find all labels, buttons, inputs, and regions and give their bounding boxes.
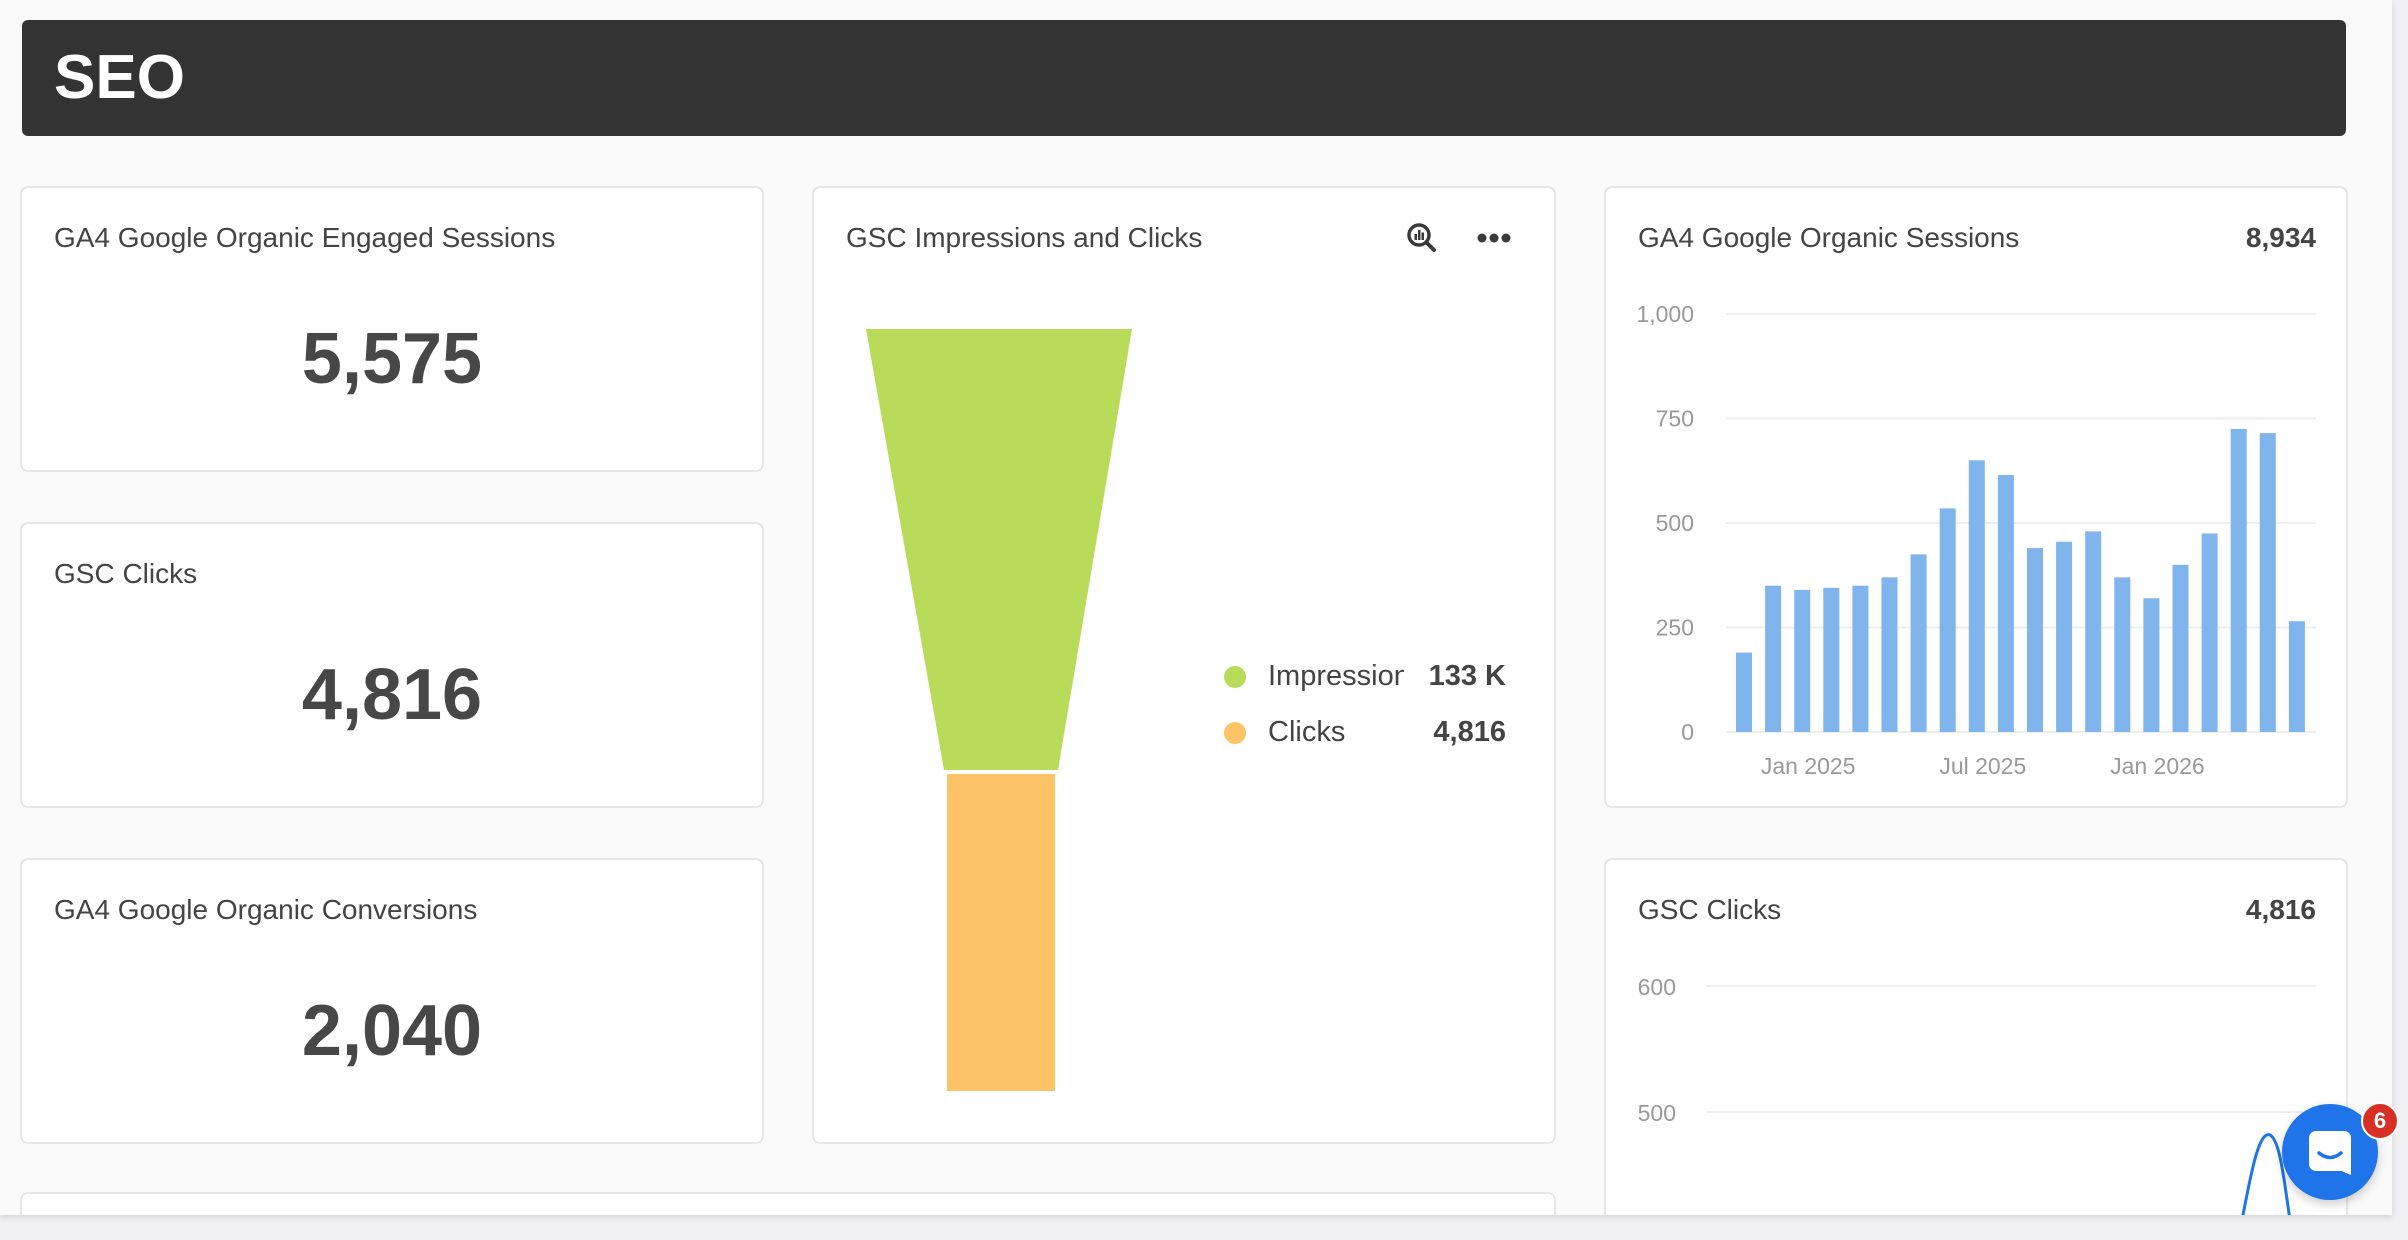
x-tick-label: Jan 2025 (1761, 753, 1856, 779)
metric-value: 4,816 (301, 655, 483, 735)
bar (1910, 554, 1927, 732)
card-title: GA4 Google Organic Sessions (1638, 222, 2020, 253)
conversions-card[interactable]: GA4 Google Organic Conversions 2,040 (20, 858, 764, 1144)
impressions-clicks-card[interactable]: GSC Impressions and Clicks (812, 186, 1556, 1144)
legend-item-impressions[interactable]: Impression 133 K (1224, 660, 1506, 693)
section-title: SEO (54, 43, 185, 112)
card-total: 4,816 (2245, 894, 2316, 925)
x-tick-label: Jan 2026 (2110, 753, 2205, 779)
y-tick-label: 600 (1638, 974, 1676, 1000)
legend-value: 4,816 (1433, 716, 1506, 748)
card-total: 8,934 (2245, 222, 2316, 253)
card-title: GSC Clicks (54, 558, 198, 589)
bar (1939, 508, 1956, 732)
card-title: GSC Impressions and Clicks (846, 222, 1203, 253)
bar (1852, 585, 1869, 732)
section-header: SEO (22, 20, 2346, 136)
bar (1794, 589, 1811, 732)
x-tick-label: Jul 2025 (1939, 753, 2026, 779)
bar (2085, 531, 2102, 732)
legend-dot (1224, 665, 1246, 688)
engaged-sessions-card[interactable]: GA4 Google Organic Engaged Sessions 5,57… (20, 186, 764, 472)
y-tick-label: 750 (1656, 406, 1694, 432)
bar (1765, 585, 1782, 732)
legend-value: 133 K (1428, 660, 1506, 692)
partial-chart-line (2241, 1133, 2291, 1215)
funnel-chart (866, 329, 1132, 1091)
more-icon[interactable] (1474, 218, 1514, 258)
bar (2288, 621, 2305, 732)
bar (1881, 577, 1898, 732)
card-actions (1402, 218, 1514, 258)
y-tick-label: 0 (1681, 719, 1694, 745)
bar (1997, 474, 2014, 732)
bar (2201, 533, 2218, 732)
legend-item-clicks[interactable]: Clicks 4,816 (1224, 716, 1506, 749)
gsc-clicks-chart-card[interactable]: GSC Clicks 4,816 600 500 (1604, 858, 2348, 1215)
bar (2114, 577, 2131, 732)
gsc-clicks-card[interactable]: GSC Clicks 4,816 (20, 522, 764, 808)
chat-icon (2309, 1131, 2351, 1175)
bar (2259, 433, 2276, 732)
bar (1823, 587, 1840, 732)
card-title: GA4 Google Organic Conversions (54, 894, 478, 925)
sessions-bar-chart: 1,000 750 500 250 0 Jan 2025 Jul 2025 Jan 2026 (1636, 301, 2316, 779)
y-tick-label: 500 (1638, 1100, 1676, 1126)
y-tick-label: 1,000 (1636, 301, 1694, 327)
y-tick-label: 250 (1656, 615, 1694, 641)
bar (2172, 564, 2189, 732)
clicks-chart: 600 500 (1638, 974, 2316, 1126)
funnel-stage-clicks (947, 774, 1055, 1091)
zoom-chart-icon[interactable] (1402, 218, 1442, 258)
bar (2143, 598, 2160, 732)
legend-label: Impression (1268, 660, 1404, 692)
metric-value: 2,040 (301, 991, 483, 1071)
organic-sessions-card[interactable]: GA4 Google Organic Sessions 8,934 1,000 7… (1604, 186, 2348, 808)
legend-dot (1224, 721, 1246, 744)
bar (2027, 548, 2043, 732)
metric-value: 5,575 (301, 319, 483, 399)
partial-card[interactable] (20, 1192, 1556, 1215)
notification-badge: 6 (2361, 1102, 2399, 1140)
funnel-stage-impressions (866, 329, 1132, 770)
dashboard-canvas: SEO GA4 Google Organic Engaged Sessions … (20, 20, 2348, 1215)
bar (2230, 428, 2247, 732)
bar (2056, 541, 2073, 732)
bar (1736, 652, 1752, 732)
card-title: GSC Clicks (1638, 894, 1782, 925)
y-tick-label: 500 (1656, 510, 1694, 536)
bar (1968, 460, 1985, 732)
card-title: GA4 Google Organic Engaged Sessions (54, 222, 556, 253)
legend-label: Clicks (1268, 716, 1346, 748)
